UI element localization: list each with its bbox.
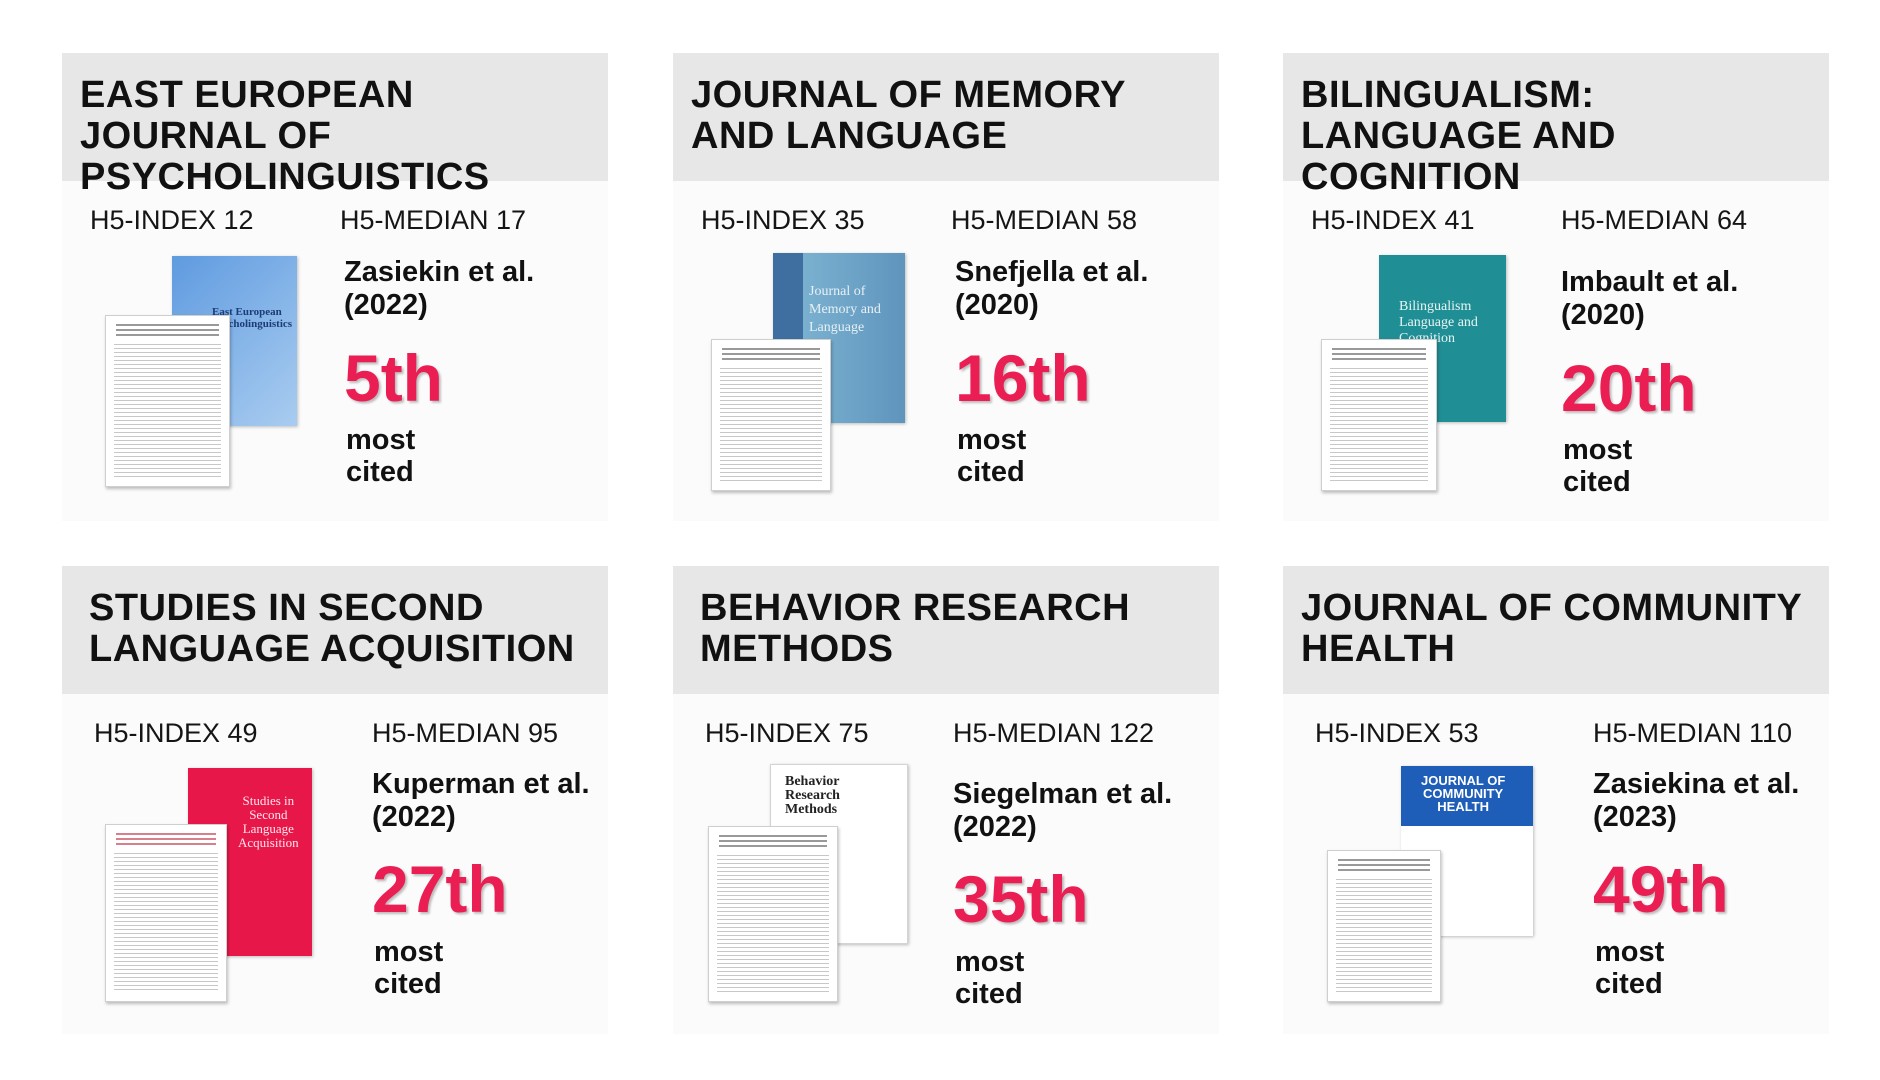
cover-title: JOURNAL OF COMMUNITY HEALTH	[1421, 773, 1506, 814]
journal-title: JOURNAL OF MEMORY AND LANGUAGE	[691, 74, 1126, 157]
journal-card-2: JOURNAL OF MEMORY AND LANGUAGE H5-INDEX …	[673, 53, 1219, 521]
h5-index: H5-INDEX 41	[1311, 205, 1475, 235]
h5-median: H5-MEDIAN 122	[953, 718, 1155, 748]
journal-title: EAST EUROPEAN JOURNAL OF PSYCHOLINGUISTI…	[80, 74, 490, 198]
rank-note: most cited	[1595, 936, 1665, 1000]
journal-title: JOURNAL OF COMMUNITY HEALTH	[1301, 587, 1802, 670]
citation-rank: 5th	[344, 341, 443, 415]
journal-card-1: EAST EUROPEAN JOURNAL OF PSYCHOLINGUISTI…	[62, 53, 608, 521]
journal-title: BEHAVIOR RESEARCH METHODS	[700, 587, 1131, 670]
h5-index: H5-INDEX 49	[94, 718, 258, 748]
cover-title: Journal of Memory and Language	[809, 284, 881, 335]
h5-median: H5-MEDIAN 17	[340, 205, 527, 235]
journal-card-6: JOURNAL OF COMMUNITY HEALTH H5-INDEX 53 …	[1283, 566, 1829, 1034]
card-header: BILINGUALISM: LANGUAGE AND COGNITION	[1283, 53, 1829, 198]
h5-median: H5-MEDIAN 58	[951, 205, 1138, 235]
h5-index: H5-INDEX 35	[701, 205, 865, 235]
cover-title: Bilingualism Language and Cognition	[1399, 299, 1478, 346]
journal-card-5: BEHAVIOR RESEARCH METHODS H5-INDEX 75 H5…	[673, 566, 1219, 1034]
h5-index: H5-INDEX 12	[90, 205, 254, 235]
h5-index: H5-INDEX 53	[1315, 718, 1479, 748]
author-citation: Kuperman et al. (2022)	[372, 768, 590, 833]
citation-rank: 16th	[955, 341, 1091, 415]
cover-title: Studies in Second Language Acquisition	[238, 793, 299, 850]
author-citation: Zasiekin et al. (2022)	[344, 256, 535, 321]
author-citation: Snefjella et al. (2020)	[955, 256, 1149, 321]
citation-rank: 49th	[1593, 852, 1729, 926]
rank-note: most cited	[374, 936, 444, 1000]
h5-median: H5-MEDIAN 95	[372, 718, 559, 748]
article-page-image	[708, 826, 838, 1002]
journal-card-3: BILINGUALISM: LANGUAGE AND COGNITION H5-…	[1283, 53, 1829, 521]
card-header: JOURNAL OF COMMUNITY HEALTH	[1283, 566, 1829, 694]
article-page-image	[105, 315, 230, 487]
citation-rank: 35th	[953, 862, 1089, 936]
author-citation: Zasiekina et al. (2023)	[1593, 768, 1800, 833]
author-citation: Imbault et al. (2020)	[1561, 266, 1739, 331]
citation-rank: 27th	[372, 852, 508, 926]
article-page-image	[1321, 339, 1437, 491]
card-header: STUDIES IN SECOND LANGUAGE ACQUISITION	[62, 566, 608, 694]
rank-note: most cited	[346, 424, 416, 488]
h5-index: H5-INDEX 75	[705, 718, 869, 748]
rank-note: most cited	[1563, 434, 1633, 498]
journal-card-4: STUDIES IN SECOND LANGUAGE ACQUISITION H…	[62, 566, 608, 1034]
h5-median: H5-MEDIAN 64	[1561, 205, 1748, 235]
card-header: EAST EUROPEAN JOURNAL OF PSYCHOLINGUISTI…	[62, 53, 608, 198]
cover-title: Behavior Research Methods	[785, 774, 840, 817]
citation-rank: 20th	[1561, 351, 1697, 425]
article-page-image	[1327, 850, 1441, 1002]
rank-note: most cited	[955, 946, 1025, 1010]
card-header: JOURNAL OF MEMORY AND LANGUAGE	[673, 53, 1219, 181]
journal-title: BILINGUALISM: LANGUAGE AND COGNITION	[1301, 74, 1616, 198]
h5-median: H5-MEDIAN 110	[1593, 718, 1793, 748]
card-header: BEHAVIOR RESEARCH METHODS	[673, 566, 1219, 694]
rank-note: most cited	[957, 424, 1027, 488]
author-citation: Siegelman et al. (2022)	[953, 778, 1173, 843]
article-page-image	[105, 824, 227, 1002]
journal-title: STUDIES IN SECOND LANGUAGE ACQUISITION	[89, 587, 575, 670]
article-page-image	[711, 339, 831, 491]
